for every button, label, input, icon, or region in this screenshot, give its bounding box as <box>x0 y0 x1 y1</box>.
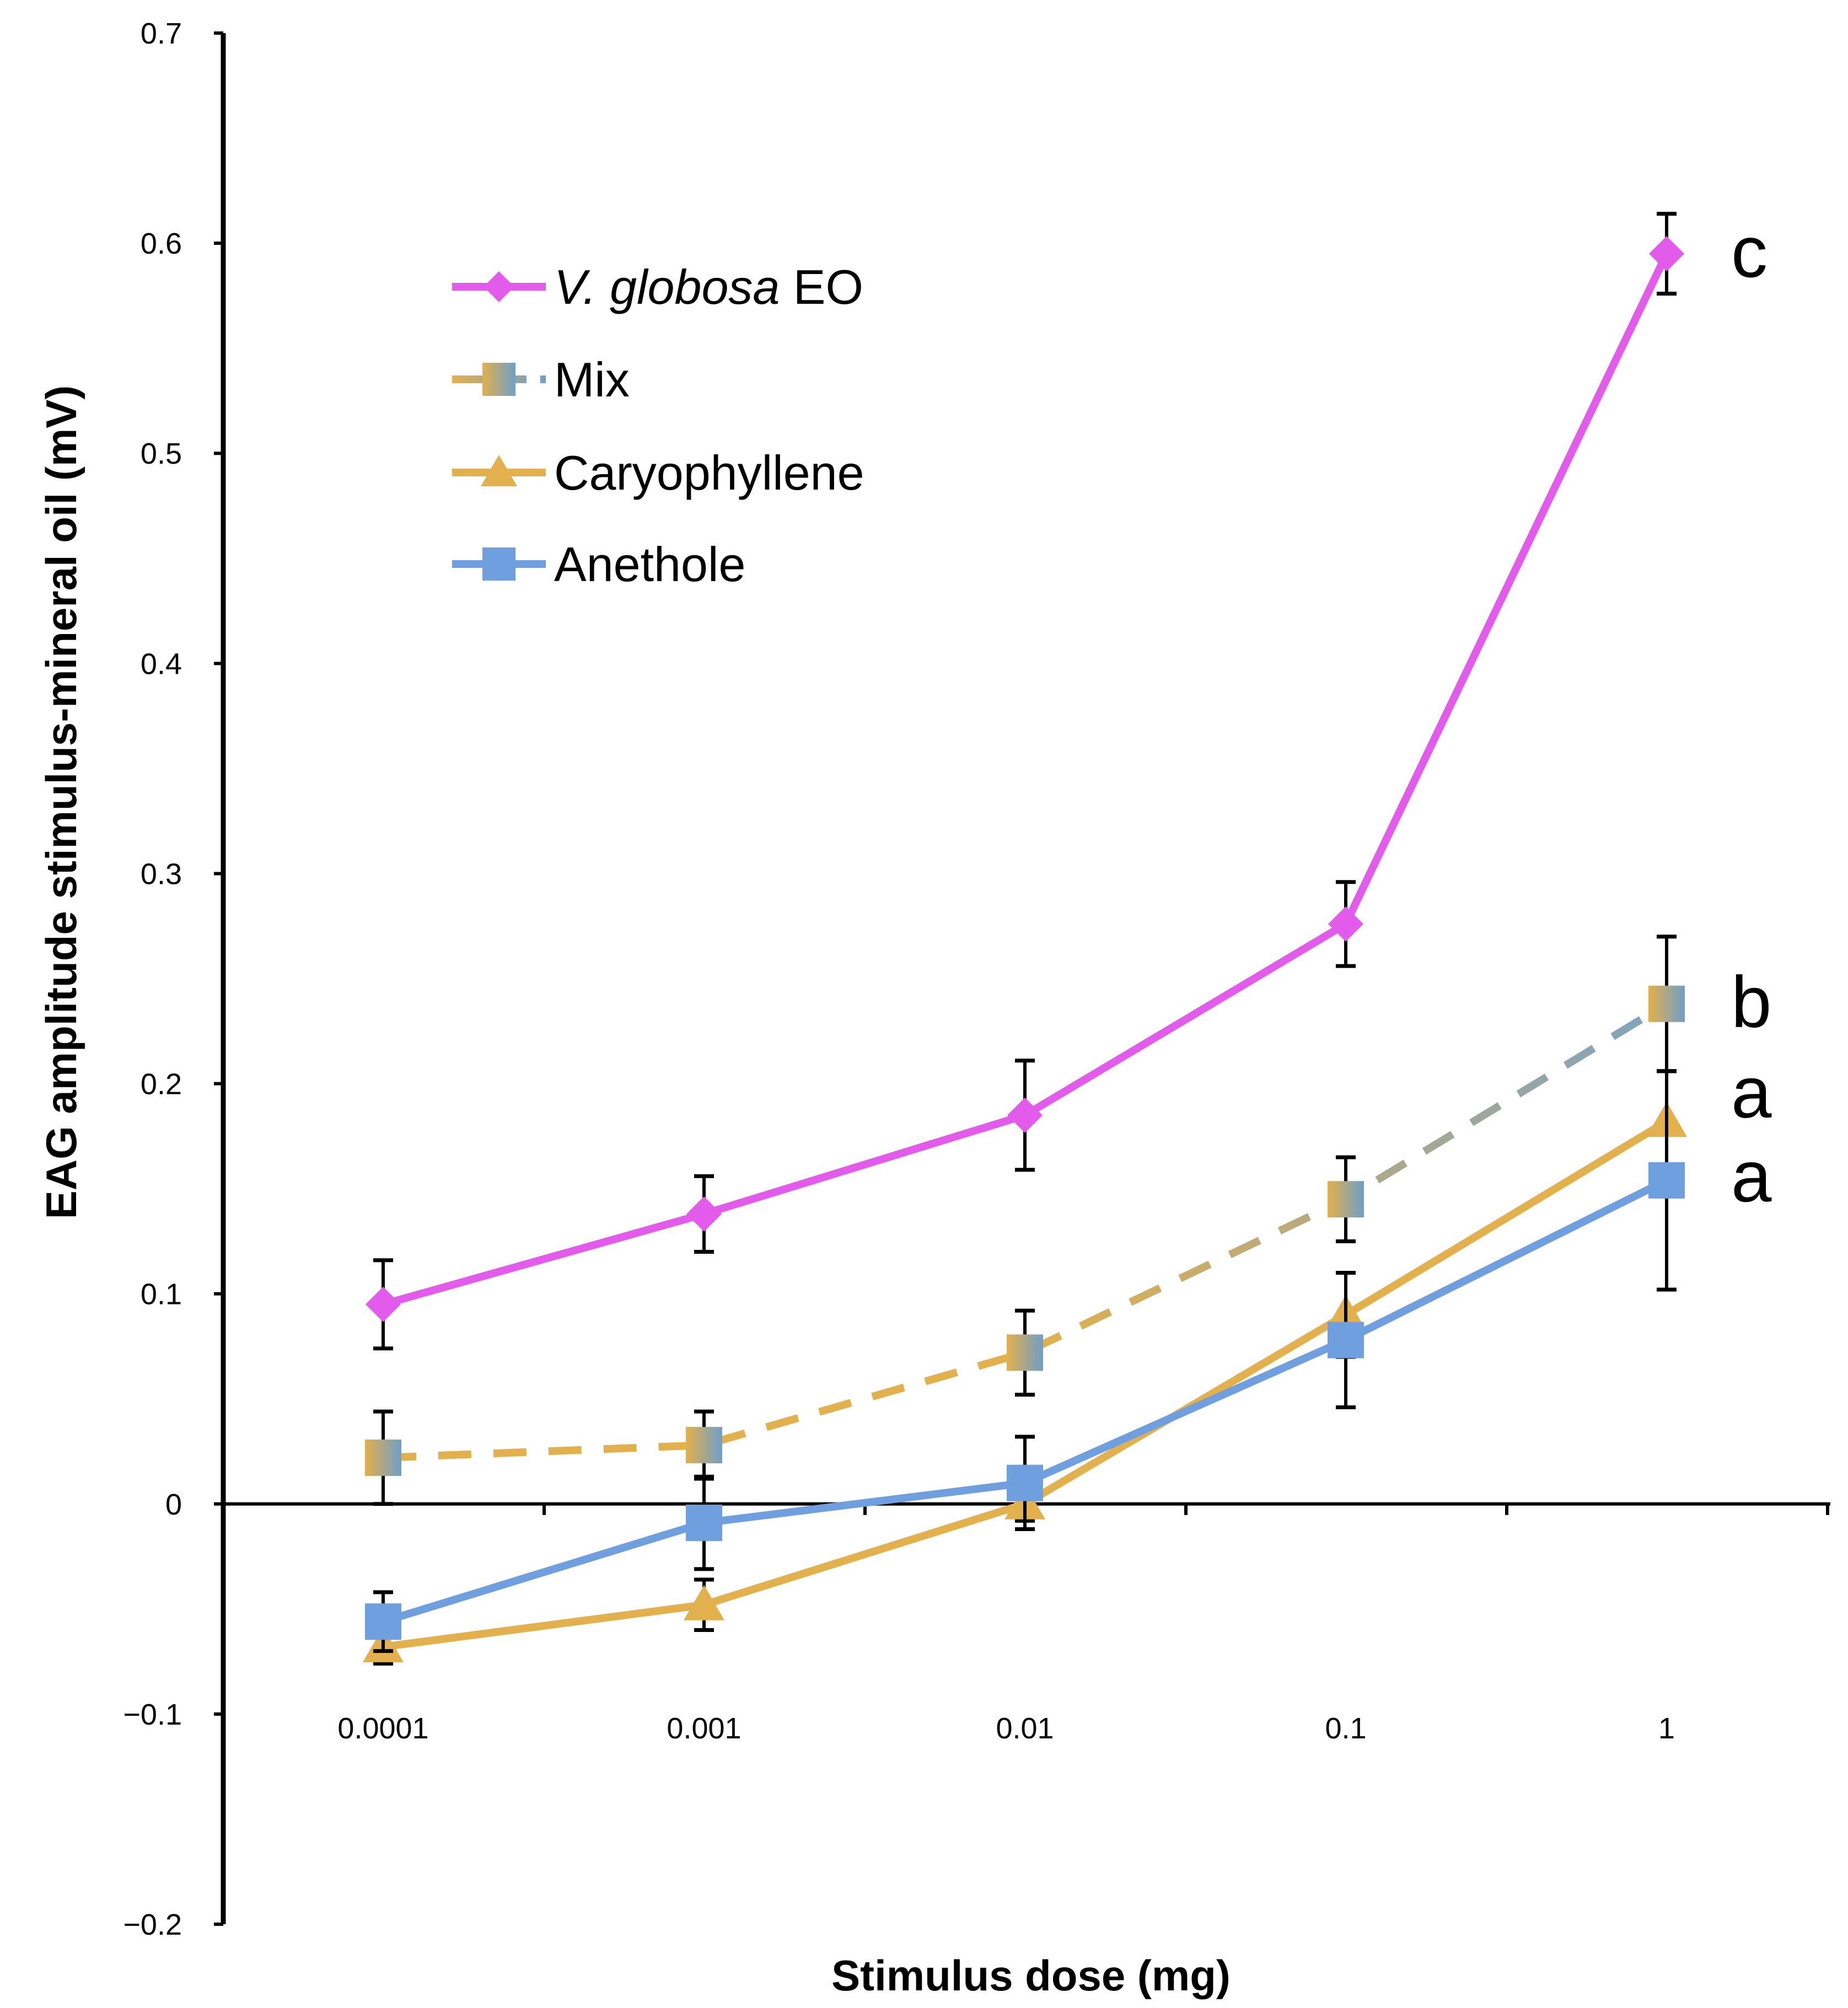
data-point-square <box>1007 1334 1043 1371</box>
significance-letter: a <box>1731 1052 1772 1133</box>
data-point-square <box>365 1603 401 1640</box>
x-tick-label: 0.0001 <box>337 1712 428 1745</box>
significance-letter: c <box>1731 211 1768 292</box>
data-point-square <box>686 1505 722 1542</box>
y-tick-label: 0.2 <box>141 1068 182 1101</box>
x-tick-label: 0.1 <box>1325 1712 1366 1745</box>
data-point-square <box>1648 985 1685 1022</box>
y-tick-label: 0.3 <box>141 857 182 890</box>
legend-label-v-globosa: V. globosa EO <box>554 260 863 314</box>
significance-letter: a <box>1731 1136 1772 1217</box>
x-tick-label: 1 <box>1658 1712 1675 1745</box>
y-tick-label: 0.7 <box>141 17 182 50</box>
legend-label-mix: Mix <box>554 352 630 407</box>
y-tick-label: −0.2 <box>123 1908 182 1941</box>
series-3 <box>365 1069 1685 1653</box>
y-axis: 0.7 0.6 0.5 0.4 0.3 0.2 0.1 0 −0.1 −0.2 <box>123 17 226 1941</box>
legend-label-anethole: Anethole <box>554 537 745 592</box>
legend-label-caryophyllene: Caryophyllene <box>554 445 864 500</box>
x-tick-label: 0.01 <box>996 1712 1054 1745</box>
y-ticks: 0.7 0.6 0.5 0.4 0.3 0.2 0.1 0 −0.1 −0.2 <box>123 17 223 1941</box>
data-point-square <box>1648 1162 1685 1199</box>
data-point-diamond <box>1328 906 1363 942</box>
data-point-diamond <box>366 1286 401 1322</box>
data-point-square <box>1007 1464 1043 1501</box>
legend-label-v-globosa-italic: V. globosa <box>554 260 780 314</box>
significance-letter: b <box>1731 962 1771 1043</box>
legend-item-anethole: Anethole <box>452 537 745 592</box>
data-point-diamond <box>686 1196 722 1232</box>
data-point-square <box>1328 1181 1364 1218</box>
legend-square-marker-icon-anethole <box>482 547 515 581</box>
y-tick-label: −0.1 <box>123 1698 182 1731</box>
legend-item-caryophyllene: Caryophyllene <box>452 445 864 500</box>
y-tick-label: 0.4 <box>141 647 182 680</box>
data-point-triangle <box>684 1585 724 1620</box>
data-point-square <box>1328 1322 1364 1359</box>
series-1 <box>365 935 1685 1506</box>
data-point-square <box>365 1439 401 1476</box>
y-tick-label: 0.1 <box>141 1278 182 1311</box>
y-tick-label: 0 <box>165 1488 182 1521</box>
y-axis-title: EAG amplitude stimulus-mineral oil (mV) <box>37 385 85 1220</box>
x-tick-label: 0.001 <box>667 1712 741 1745</box>
y-tick-label: 0.5 <box>141 437 182 470</box>
x-axis: 0.0001 0.001 0.01 0.1 1 <box>222 1502 1830 1745</box>
data-point-diamond <box>1649 236 1684 272</box>
data-point-diamond <box>1007 1097 1043 1133</box>
series-layer <box>363 212 1687 1666</box>
y-tick-label: 0.6 <box>141 227 182 260</box>
legend: V. globosa EO Mix Caryophyllene Anethole <box>452 260 864 592</box>
legend-item-v-globosa: V. globosa EO <box>452 260 863 314</box>
series-0 <box>366 212 1684 1351</box>
legend-square-marker-icon <box>482 363 515 396</box>
legend-diamond-marker-icon <box>484 271 514 302</box>
x-ticks: 0.0001 0.001 0.01 0.1 1 <box>222 1504 1829 1745</box>
legend-label-v-globosa-rest: EO <box>780 260 863 314</box>
legend-item-mix: Mix <box>452 352 630 407</box>
x-axis-title: Stimulus dose (mg) <box>831 1951 1231 2000</box>
legend-triangle-marker-icon <box>481 455 517 486</box>
data-point-square <box>686 1427 722 1464</box>
